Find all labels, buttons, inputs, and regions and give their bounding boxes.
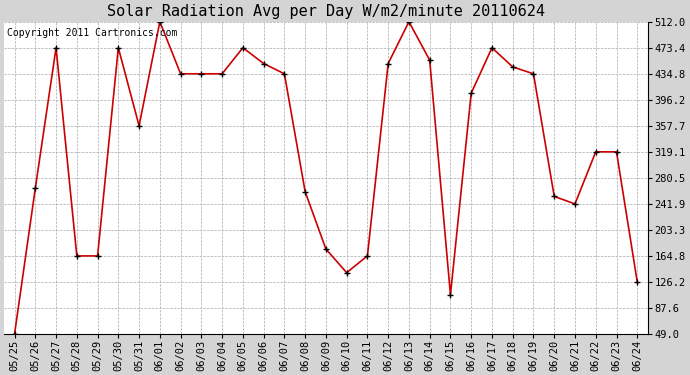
Title: Solar Radiation Avg per Day W/m2/minute 20110624: Solar Radiation Avg per Day W/m2/minute … bbox=[107, 4, 545, 19]
Text: Copyright 2011 Cartronics.com: Copyright 2011 Cartronics.com bbox=[8, 28, 178, 38]
